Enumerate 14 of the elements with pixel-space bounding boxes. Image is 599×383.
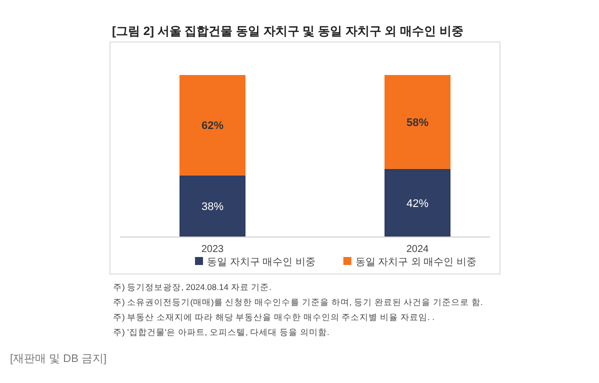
chart-title: [그림 2] 서울 집합건물 동일 자치구 및 동일 자치구 외 매수인 비중 [112,24,464,38]
data-label: 62% [201,120,224,132]
text: [재판매 및 DB 금지] [10,353,107,365]
x-tick-label: 2024 [406,244,430,255]
x-tick-label: 2023 [201,244,224,255]
data-label: 38% [201,201,224,214]
legend-label: 동일 자치구 매수인 비중 [207,257,316,268]
text: 주) '집합건물'은 아파트, 오피스텔, 다세대 등을 의미함. [113,327,330,337]
text: 주) 등기정보광장, 2024.08.14 자료 기준. [113,282,272,292]
text: 주) 부동산 소재지에 따라 해당 부동산을 매수한 매수인의 주소지별 비율 자료임. . [113,312,435,322]
data-label: 42% [406,198,429,210]
legend-label: 동일 자치구 외 매수인 비중 [355,257,476,268]
data-label: 58% [406,116,429,129]
text: 주) 소유권이전등기(매매)를 신청한 매수인수를 기준을 하며, 등기 완료된 사건을 기준으로 함. [113,297,483,307]
